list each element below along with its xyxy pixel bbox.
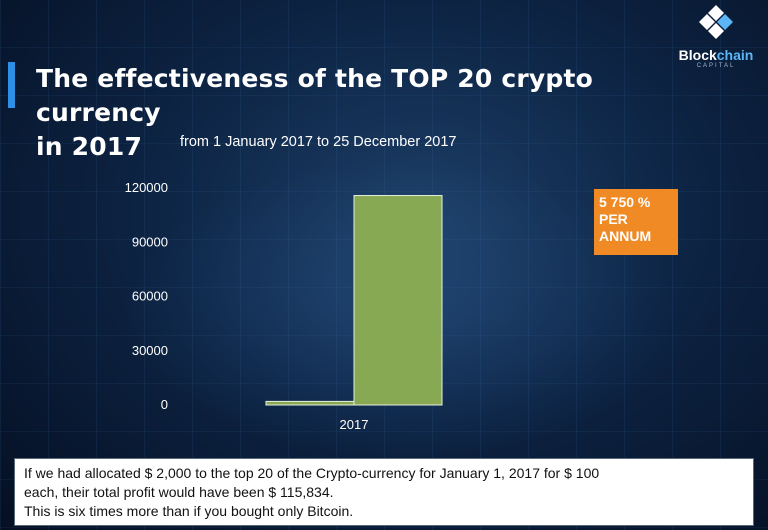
chart-subtitle: from 1 January 2017 to 25 December 2017 [180, 134, 457, 150]
logo-name-part-2: chain [716, 47, 754, 63]
logo-subtitle: CAPITAL [696, 63, 736, 69]
blockchain-diamond-icon [699, 5, 733, 39]
blockchain-capital-logo: Blockchain CAPITAL [668, 4, 764, 70]
logo-name-part-1: Block [678, 47, 717, 63]
y-tick-label: 90000 [132, 234, 168, 249]
slide-title: The effectiveness of the TOP 20 crypto c… [36, 62, 716, 164]
footnote-line-2: each, their total profit would have been… [24, 484, 334, 500]
chart-bars [265, 195, 443, 406]
title-accent-bar [8, 62, 15, 108]
y-tick-label: 120000 [125, 180, 168, 195]
x-tick-label: 2017 [340, 417, 369, 432]
callout-line-2: PER [599, 211, 628, 227]
footnote-line-3: This is six times more than if you bough… [24, 503, 354, 519]
bar-2017-series-1 [265, 400, 355, 406]
slide-title-line-1: The effectiveness of the TOP 20 crypto c… [36, 64, 594, 127]
logo-name: Blockchain [668, 47, 764, 63]
y-tick-label: 30000 [132, 343, 168, 358]
x-axis-ticks: 2017 [340, 417, 369, 432]
y-tick-label: 0 [161, 397, 168, 412]
callout-box: 5 750 % PER ANNUM [594, 189, 678, 255]
footnote-line-1: If we had allocated $ 2,000 to the top 2… [24, 465, 600, 481]
footnote-box: If we had allocated $ 2,000 to the top 2… [14, 458, 754, 526]
y-axis-ticks: 0 30000 60000 90000 120000 [125, 180, 168, 412]
callout-line-1: 5 750 % [599, 194, 651, 210]
slide-title-line-2: in 2017 [36, 132, 143, 161]
y-tick-label: 60000 [132, 289, 168, 304]
bar-2017-series-2 [353, 195, 443, 406]
callout-line-3: ANNUM [599, 228, 652, 244]
